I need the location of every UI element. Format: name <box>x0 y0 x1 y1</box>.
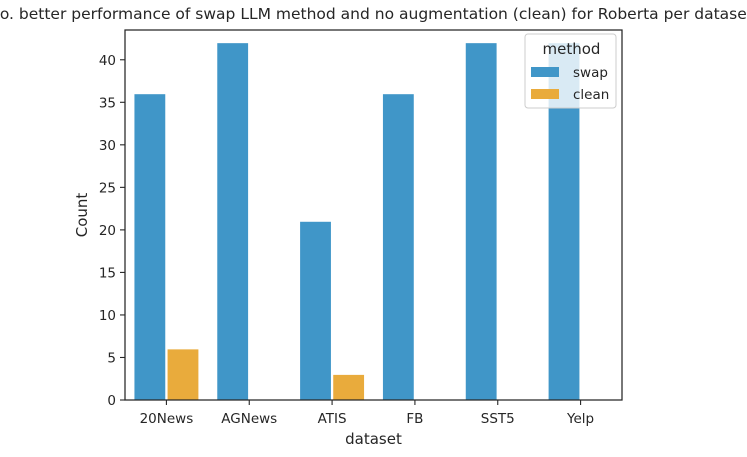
x-tick-label: Yelp <box>566 411 594 427</box>
legend-swatch-clean <box>531 89 559 99</box>
y-tick-label: 0 <box>107 393 116 409</box>
bars-layer <box>133 42 581 401</box>
legend-label-clean: clean <box>573 87 609 103</box>
x-axis: 20News AGNews ATIS FB SST5 Yelp <box>140 400 594 427</box>
bar-swap-fb <box>382 93 415 401</box>
bar-clean-20news <box>166 348 200 401</box>
x-tick-label: FB <box>406 411 423 427</box>
axes-frame <box>124 29 623 401</box>
legend-title: method <box>543 40 601 58</box>
x-tick-label: ATIS <box>318 411 347 427</box>
legend-swatch-swap <box>531 67 559 77</box>
y-tick-label: 15 <box>99 265 116 281</box>
x-tick-label: AGNews <box>221 411 277 427</box>
chart-title: No. better performance of swap LLM metho… <box>0 5 747 23</box>
bar-clean-atis <box>332 374 365 401</box>
x-axis-label: dataset <box>345 430 402 448</box>
y-tick-label: 25 <box>99 180 116 196</box>
legend: method swap clean <box>524 33 617 109</box>
legend-label-swap: swap <box>573 65 608 81</box>
y-tick-label: 10 <box>99 308 116 324</box>
bar-swap-agnews <box>216 42 249 401</box>
y-axis: 0 5 10 15 20 25 30 35 40 <box>99 53 125 409</box>
bar-swap-sst5 <box>464 42 498 401</box>
bar-swap-20news <box>133 93 167 401</box>
bar-swap-atis <box>299 220 332 401</box>
x-tick-label: 20News <box>140 411 194 427</box>
y-tick-label: 20 <box>99 223 116 239</box>
y-tick-label: 35 <box>99 95 116 111</box>
y-axis-label: Count <box>73 193 91 238</box>
y-tick-label: 30 <box>99 138 116 154</box>
y-tick-label: 5 <box>107 350 116 366</box>
y-tick-label: 40 <box>99 53 116 69</box>
x-tick-label: SST5 <box>481 411 515 427</box>
